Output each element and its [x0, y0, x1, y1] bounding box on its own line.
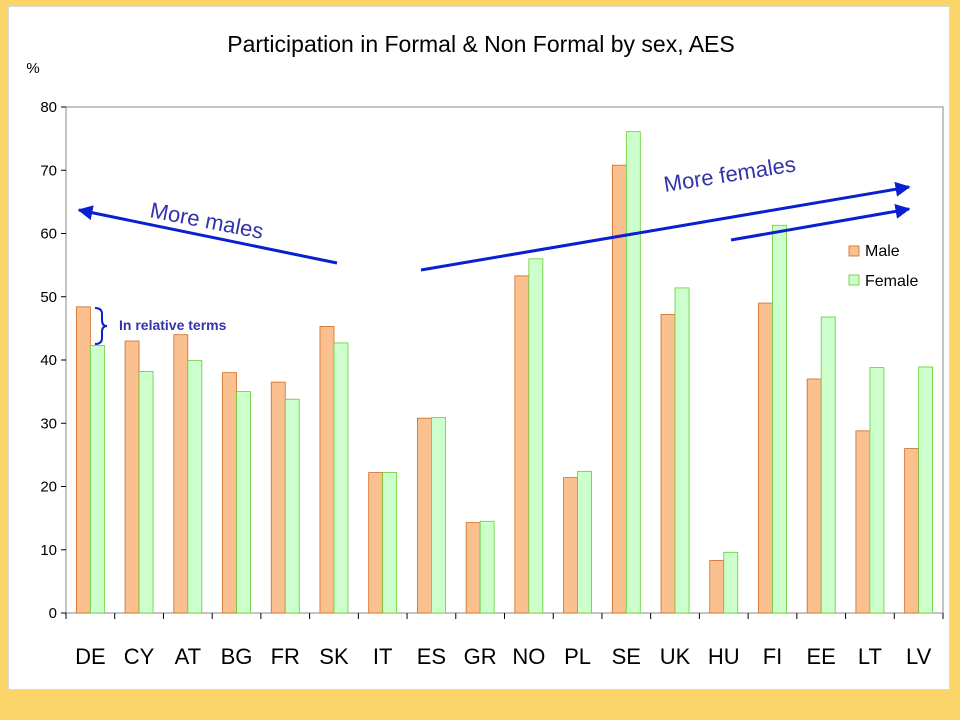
bar-female-uk	[674, 287, 690, 614]
relative-terms-brace	[94, 307, 108, 345]
x-tick-label-at: AT	[175, 644, 201, 669]
bar-male-es	[417, 417, 432, 614]
bar-male-de	[75, 306, 91, 614]
x-tick-label-se: SE	[612, 644, 641, 669]
legend-label-male: Male	[865, 243, 900, 260]
x-tick-label-hu: HU	[708, 644, 740, 669]
bar-female-lt	[869, 367, 885, 614]
chart-title: Participation in Formal & Non Formal by …	[227, 31, 734, 57]
bar-female-lv	[918, 366, 934, 614]
y-tick-label: 0	[49, 605, 57, 622]
bar-female-sk	[333, 342, 349, 614]
bar-female-es	[431, 417, 446, 614]
y-tick-label: 20	[40, 479, 57, 496]
bar-male-lt	[855, 430, 871, 614]
bar-male-lv	[904, 448, 920, 614]
bar-female-pl	[577, 470, 592, 614]
bar-male-hu	[709, 560, 725, 614]
bars-group	[75, 131, 934, 614]
bar-female-no	[528, 258, 544, 614]
bar-female-hu	[723, 551, 739, 614]
relative-terms-label: In relative terms	[119, 317, 227, 333]
bar-female-bg	[236, 391, 251, 614]
legend-swatch-male	[848, 245, 860, 257]
y-tick-label: 40	[40, 352, 57, 369]
bar-male-gr	[465, 522, 481, 614]
x-tick-label-it: IT	[373, 644, 393, 669]
x-tick-label-uk: UK	[660, 644, 691, 669]
x-tick-label-pl: PL	[564, 644, 591, 669]
y-tick-label: 70	[40, 162, 57, 179]
bar-male-sk	[319, 326, 335, 614]
bar-male-ee	[806, 378, 822, 614]
bar-male-no	[514, 275, 530, 614]
x-tick-label-gr: GR	[464, 644, 497, 669]
bar-male-bg	[222, 372, 237, 614]
bar-male-cy	[124, 340, 140, 614]
y-tick-label: 30	[40, 415, 57, 432]
legend: Male Female	[848, 243, 918, 290]
bar-female-fr	[284, 398, 300, 614]
legend-label-female: Female	[865, 273, 918, 290]
more-females-arrow-upper	[420, 181, 911, 272]
bar-male-at	[173, 334, 189, 614]
x-tick-label-cy: CY	[124, 644, 155, 669]
x-tick-label-fi: FI	[763, 644, 783, 669]
more-males-arrow	[77, 205, 338, 265]
bar-female-cy	[138, 370, 154, 614]
y-tick-label: 60	[40, 226, 57, 243]
y-axis-unit-label: %	[26, 60, 39, 77]
bar-male-fi	[758, 302, 773, 614]
y-tick-label: 80	[40, 99, 57, 116]
x-tick-label-lt: LT	[858, 644, 882, 669]
x-tick-label-lv: LV	[906, 644, 932, 669]
more-females-arrow-lower	[730, 203, 911, 242]
bar-chart: Participation in Formal & Non Formal by …	[26, 31, 944, 669]
bar-female-de	[89, 345, 105, 614]
bar-male-fr	[270, 381, 286, 614]
bar-male-se	[611, 164, 627, 614]
bar-female-it	[382, 472, 398, 614]
x-tick-label-sk: SK	[319, 644, 349, 669]
y-tick-label: 50	[40, 289, 57, 306]
x-tick-label-bg: BG	[221, 644, 253, 669]
bar-female-gr	[479, 520, 495, 614]
x-tick-label-fr: FR	[271, 644, 300, 669]
bar-male-pl	[563, 477, 578, 614]
bar-male-it	[368, 472, 384, 614]
y-tick-label: 10	[40, 542, 57, 559]
bar-female-se	[625, 131, 641, 614]
x-tick-label-de: DE	[75, 644, 106, 669]
plot-area	[65, 106, 944, 614]
y-axis: 0 10 20 30 40 50 60 70 80	[40, 99, 66, 622]
x-tick-label-no: NO	[512, 644, 545, 669]
x-axis: DE CY AT BG FR SK IT ES GR NO PL SE UK HU FI EE LT LV	[65, 613, 944, 669]
x-tick-label-es: ES	[417, 644, 446, 669]
legend-swatch-female	[848, 274, 860, 286]
bar-male-uk	[660, 314, 676, 614]
slide: Participation in Formal & Non Formal by …	[8, 6, 950, 690]
bar-female-ee	[820, 316, 836, 614]
bar-female-fi	[772, 224, 787, 614]
bar-female-at	[187, 360, 203, 614]
x-tick-label-ee: EE	[807, 644, 836, 669]
